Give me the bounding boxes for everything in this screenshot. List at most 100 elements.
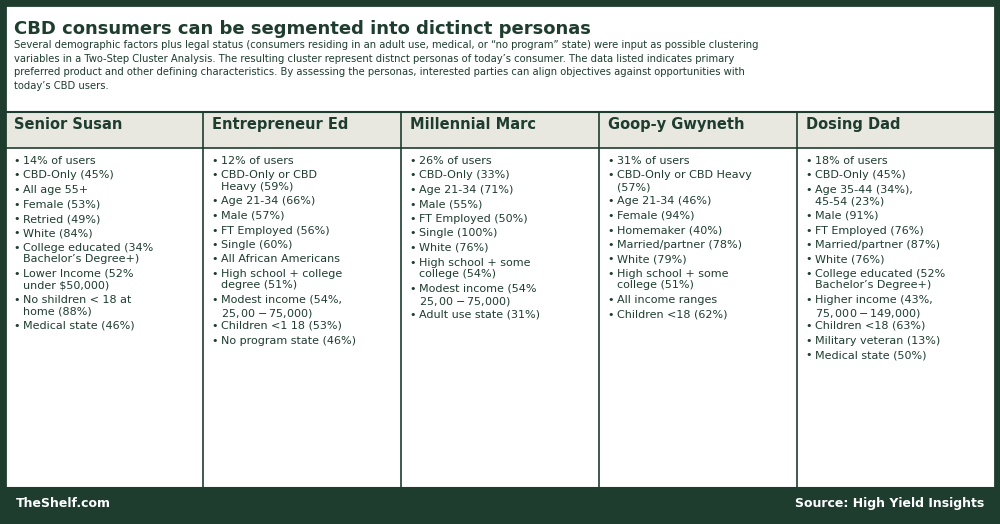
Text: •: • xyxy=(805,156,812,166)
Text: •: • xyxy=(805,170,812,180)
Text: Female (53%): Female (53%) xyxy=(23,200,100,210)
Text: Bachelor’s Degree+): Bachelor’s Degree+) xyxy=(23,255,139,265)
Text: FT Employed (56%): FT Employed (56%) xyxy=(221,225,330,235)
Text: 18% of users: 18% of users xyxy=(815,156,888,166)
Text: •: • xyxy=(607,310,614,320)
Text: under $50,000): under $50,000) xyxy=(23,280,109,290)
Text: CBD-Only (33%): CBD-Only (33%) xyxy=(419,170,510,180)
Text: •: • xyxy=(13,170,20,180)
Text: 12% of users: 12% of users xyxy=(221,156,294,166)
Text: Male (91%): Male (91%) xyxy=(815,211,879,221)
Text: •: • xyxy=(211,156,218,166)
Bar xyxy=(5,112,995,148)
Text: All African Americans: All African Americans xyxy=(221,255,340,265)
Text: Homemaker (40%): Homemaker (40%) xyxy=(617,225,722,235)
Text: •: • xyxy=(13,185,20,195)
Text: CBD-Only or CBD Heavy: CBD-Only or CBD Heavy xyxy=(617,170,752,180)
Text: •: • xyxy=(13,200,20,210)
Text: Source: High Yield Insights: Source: High Yield Insights xyxy=(795,497,984,510)
Text: •: • xyxy=(607,255,614,265)
Text: Several demographic factors plus legal status (consumers residing in an adult us: Several demographic factors plus legal s… xyxy=(14,40,759,91)
Text: Male (57%): Male (57%) xyxy=(221,211,285,221)
Text: High school + college: High school + college xyxy=(221,269,342,279)
Text: Female (94%): Female (94%) xyxy=(617,211,694,221)
Text: •: • xyxy=(211,295,218,305)
Text: •: • xyxy=(13,243,20,253)
Text: Lower Income (52%: Lower Income (52% xyxy=(23,269,134,279)
Text: •: • xyxy=(805,295,812,305)
Text: Higher income (43%,: Higher income (43%, xyxy=(815,295,933,305)
Text: •: • xyxy=(211,335,218,345)
Text: All income ranges: All income ranges xyxy=(617,295,717,305)
Text: $75,000-$149,000): $75,000-$149,000) xyxy=(815,307,921,320)
Text: No shildren < 18 at: No shildren < 18 at xyxy=(23,295,131,305)
Text: Military veteran (13%): Military veteran (13%) xyxy=(815,335,940,345)
Text: •: • xyxy=(805,240,812,250)
Text: •: • xyxy=(409,257,416,267)
Text: Age 21-34 (66%): Age 21-34 (66%) xyxy=(221,196,315,206)
Text: Modest income (54%,: Modest income (54%, xyxy=(221,295,342,305)
Text: Retried (49%): Retried (49%) xyxy=(23,214,100,224)
Text: •: • xyxy=(13,228,20,238)
Text: •: • xyxy=(409,170,416,180)
Text: •: • xyxy=(211,225,218,235)
Text: Adult use state (31%): Adult use state (31%) xyxy=(419,310,540,320)
Text: CBD-Only (45%): CBD-Only (45%) xyxy=(23,170,114,180)
Text: •: • xyxy=(607,295,614,305)
Text: •: • xyxy=(211,255,218,265)
Text: •: • xyxy=(13,156,20,166)
Text: •: • xyxy=(409,228,416,238)
Text: Age 35-44 (34%),: Age 35-44 (34%), xyxy=(815,185,913,195)
Text: White (76%): White (76%) xyxy=(419,243,488,253)
Text: Medical state (46%): Medical state (46%) xyxy=(23,321,135,331)
Text: Millennial Marc: Millennial Marc xyxy=(410,117,536,132)
Text: •: • xyxy=(607,196,614,206)
Text: White (76%): White (76%) xyxy=(815,255,885,265)
Text: Children <18 (62%): Children <18 (62%) xyxy=(617,310,728,320)
Text: 45-54 (23%): 45-54 (23%) xyxy=(815,196,884,206)
Text: •: • xyxy=(805,335,812,345)
Text: College educated (52%: College educated (52% xyxy=(815,269,945,279)
Text: •: • xyxy=(211,321,218,331)
Text: •: • xyxy=(13,214,20,224)
Text: •: • xyxy=(409,185,416,195)
Text: Male (55%): Male (55%) xyxy=(419,200,482,210)
Text: •: • xyxy=(607,225,614,235)
Text: •: • xyxy=(607,170,614,180)
Text: home (88%): home (88%) xyxy=(23,307,92,316)
Text: •: • xyxy=(409,310,416,320)
Text: Age 21-34 (71%): Age 21-34 (71%) xyxy=(419,185,513,195)
Text: •: • xyxy=(805,321,812,331)
Text: Entrepreneur Ed: Entrepreneur Ed xyxy=(212,117,348,132)
Text: •: • xyxy=(211,211,218,221)
Text: No program state (46%): No program state (46%) xyxy=(221,335,356,345)
Text: •: • xyxy=(805,225,812,235)
Text: Bachelor’s Degree+): Bachelor’s Degree+) xyxy=(815,280,931,290)
Text: •: • xyxy=(13,295,20,305)
Text: All age 55+: All age 55+ xyxy=(23,185,88,195)
Text: Goop-y Gwyneth: Goop-y Gwyneth xyxy=(608,117,744,132)
Text: Married/partner (78%): Married/partner (78%) xyxy=(617,240,742,250)
Text: College educated (34%: College educated (34% xyxy=(23,243,153,253)
Text: Senior Susan: Senior Susan xyxy=(14,117,122,132)
Text: •: • xyxy=(409,214,416,224)
Text: •: • xyxy=(409,156,416,166)
Text: FT Employed (50%): FT Employed (50%) xyxy=(419,214,528,224)
Text: •: • xyxy=(409,243,416,253)
Text: •: • xyxy=(607,240,614,250)
Text: •: • xyxy=(805,211,812,221)
Text: Dosing Dad: Dosing Dad xyxy=(806,117,900,132)
Text: Heavy (59%): Heavy (59%) xyxy=(221,182,293,192)
Text: CBD consumers can be segmented into dictinct personas: CBD consumers can be segmented into dict… xyxy=(14,20,591,38)
Text: •: • xyxy=(211,196,218,206)
Text: Medical state (50%): Medical state (50%) xyxy=(815,350,926,360)
Text: Age 21-34 (46%): Age 21-34 (46%) xyxy=(617,196,711,206)
Text: $25,00-$75,000): $25,00-$75,000) xyxy=(419,295,511,308)
Text: •: • xyxy=(805,269,812,279)
Text: TheShelf.com: TheShelf.com xyxy=(16,497,111,510)
Text: degree (51%): degree (51%) xyxy=(221,280,297,290)
Text: •: • xyxy=(805,350,812,360)
Text: CBD-Only or CBD: CBD-Only or CBD xyxy=(221,170,317,180)
Text: FT Employed (76%): FT Employed (76%) xyxy=(815,225,924,235)
Text: college (51%): college (51%) xyxy=(617,280,694,290)
